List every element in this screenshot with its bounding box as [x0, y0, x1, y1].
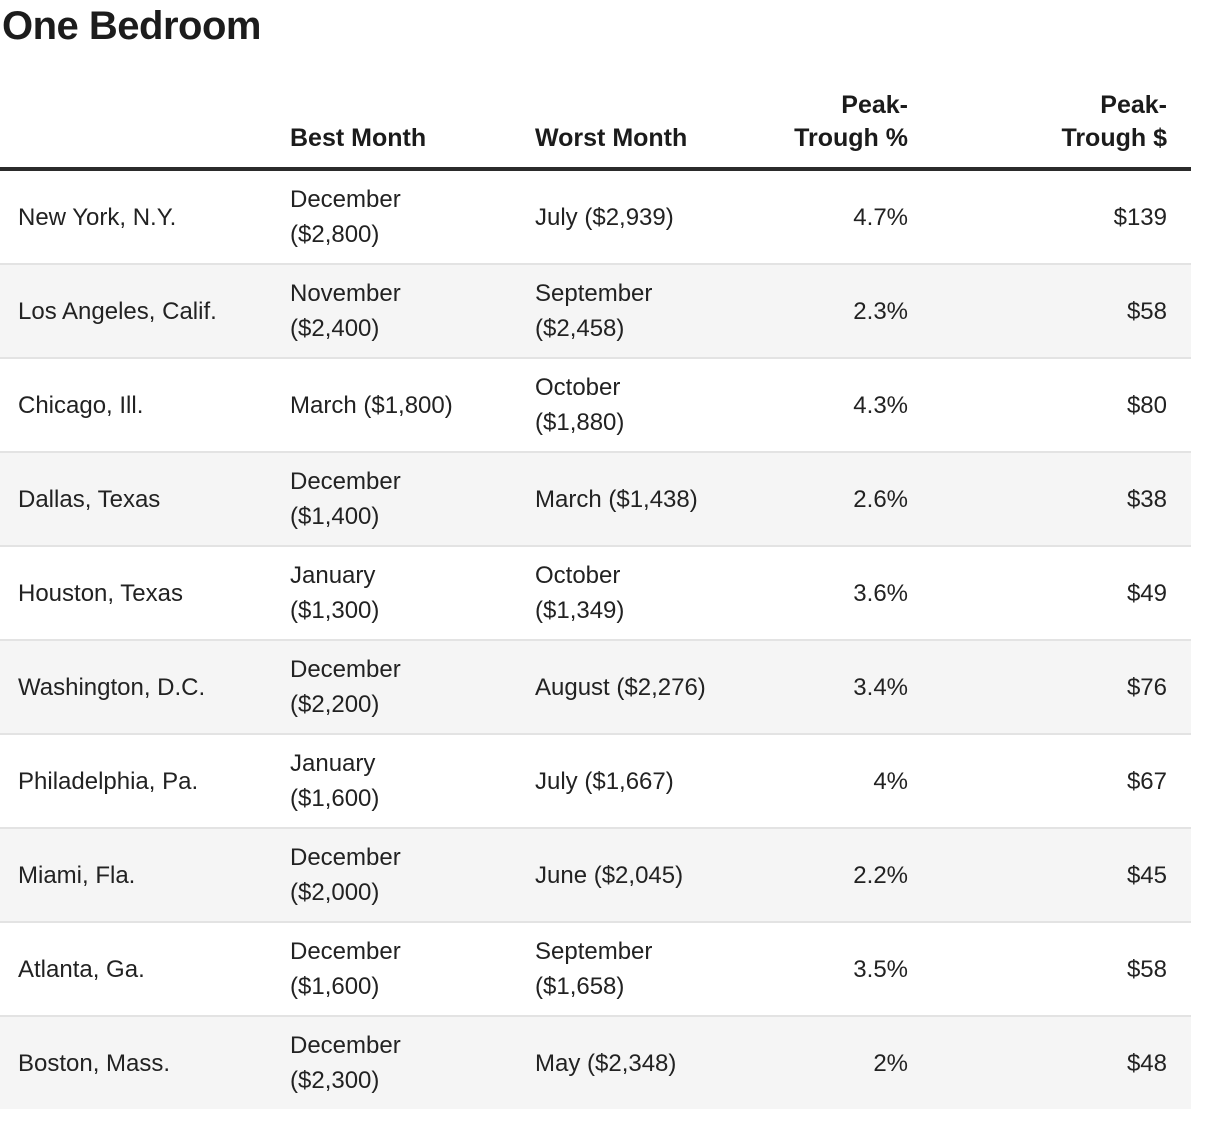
- header-peak-trough-pct: Peak- Trough %: [755, 89, 920, 171]
- peak-trough-pct-value: 2.3%: [853, 297, 908, 325]
- worst-month-value: July ($1,667): [535, 767, 674, 795]
- peak-trough-pct-value: 2.6%: [853, 485, 908, 513]
- table-row-new-york: New York, N.Y. December ($2,800) July ($…: [0, 169, 1191, 264]
- peak-trough-usd-value: $45: [1126, 861, 1167, 889]
- best-month-value: March ($1,800): [290, 391, 453, 419]
- header-worst-month: Worst Month: [535, 89, 755, 171]
- worst-month-value: October ($1,880): [535, 374, 625, 436]
- city-label: Houston, Texas: [18, 579, 183, 607]
- city-label: Dallas, Texas: [18, 485, 161, 513]
- worst-month-value: July ($2,939): [535, 203, 674, 231]
- city-label: Chicago, Ill.: [18, 391, 144, 419]
- peak-trough-usd-value: $67: [1126, 767, 1167, 795]
- peak-trough-pct-value: 4.3%: [853, 391, 908, 419]
- best-month-value: December ($2,800): [290, 186, 401, 248]
- worst-month-value: May ($2,348): [535, 1049, 677, 1077]
- table-body: New York, N.Y. December ($2,800) July ($…: [0, 169, 1191, 1109]
- peak-trough-pct-value: 4%: [873, 767, 908, 795]
- peak-trough-pct-value: 3.4%: [853, 673, 908, 701]
- worst-month-value: August ($2,276): [535, 673, 706, 701]
- table-row-atlanta: Atlanta, Ga. December ($1,600) September…: [0, 922, 1191, 1016]
- header-city: [0, 89, 290, 171]
- header-peak-trough-usd: Peak- Trough $: [920, 89, 1191, 171]
- peak-trough-pct-value: 4.7%: [853, 203, 908, 231]
- peak-trough-usd-value: $38: [1126, 485, 1167, 513]
- city-label: Philadelphia, Pa.: [18, 767, 199, 795]
- city-label: New York, N.Y.: [18, 203, 177, 231]
- table-row-philadelphia: Philadelphia, Pa. January ($1,600) July …: [0, 734, 1191, 828]
- rent-seasonality-table: Best Month Worst Month Peak- Trough % Pe…: [0, 89, 1191, 1109]
- table-row-chicago: Chicago, Ill. March ($1,800) October ($1…: [0, 358, 1191, 452]
- best-month-value: January ($1,600): [290, 750, 380, 812]
- peak-trough-usd-value: $76: [1126, 673, 1167, 701]
- page-title: One Bedroom: [2, 4, 261, 48]
- best-month-value: November ($2,400): [290, 280, 401, 342]
- header-row: Best Month Worst Month Peak- Trough % Pe…: [0, 89, 1191, 171]
- table-header: Best Month Worst Month Peak- Trough % Pe…: [0, 89, 1191, 171]
- peak-trough-pct-value: 3.5%: [853, 955, 908, 983]
- peak-trough-pct-value: 2%: [873, 1049, 908, 1077]
- city-label: Boston, Mass.: [18, 1049, 171, 1077]
- peak-trough-usd-value: $58: [1126, 297, 1167, 325]
- table-row-dallas: Dallas, Texas December ($1,400) March ($…: [0, 452, 1191, 546]
- peak-trough-usd-value: $48: [1126, 1049, 1167, 1077]
- best-month-value: December ($2,300): [290, 1032, 401, 1094]
- table-row-washington: Washington, D.C. December ($2,200) Augus…: [0, 640, 1191, 734]
- table-row-boston: Boston, Mass. December ($2,300) May ($2,…: [0, 1016, 1191, 1109]
- peak-trough-usd-value: $49: [1126, 579, 1167, 607]
- city-label: Atlanta, Ga.: [18, 955, 145, 983]
- best-month-value: December ($2,200): [290, 656, 401, 718]
- peak-trough-usd-value: $58: [1126, 955, 1167, 983]
- peak-trough-usd-value: $139: [1113, 203, 1167, 231]
- best-month-value: January ($1,300): [290, 562, 380, 624]
- peak-trough-usd-value: $80: [1126, 391, 1167, 419]
- best-month-value: December ($1,400): [290, 468, 401, 530]
- peak-trough-pct-value: 2.2%: [853, 861, 908, 889]
- city-label: Washington, D.C.: [18, 673, 206, 701]
- worst-month-value: October ($1,349): [535, 562, 625, 624]
- header-best-month: Best Month: [290, 89, 535, 171]
- best-month-value: December ($2,000): [290, 844, 401, 906]
- table-row-miami: Miami, Fla. December ($2,000) June ($2,0…: [0, 828, 1191, 922]
- peak-trough-pct-value: 3.6%: [853, 579, 908, 607]
- table-row-los-angeles: Los Angeles, Calif. November ($2,400) Se…: [0, 264, 1191, 358]
- best-month-value: December ($1,600): [290, 938, 401, 1000]
- city-label: Miami, Fla.: [18, 861, 136, 889]
- worst-month-value: March ($1,438): [535, 485, 698, 513]
- worst-month-value: June ($2,045): [535, 861, 684, 889]
- city-label: Los Angeles, Calif.: [18, 297, 217, 325]
- table-row-houston: Houston, Texas January ($1,300) October …: [0, 546, 1191, 640]
- worst-month-value: September ($1,658): [535, 938, 653, 1000]
- worst-month-value: September ($2,458): [535, 280, 653, 342]
